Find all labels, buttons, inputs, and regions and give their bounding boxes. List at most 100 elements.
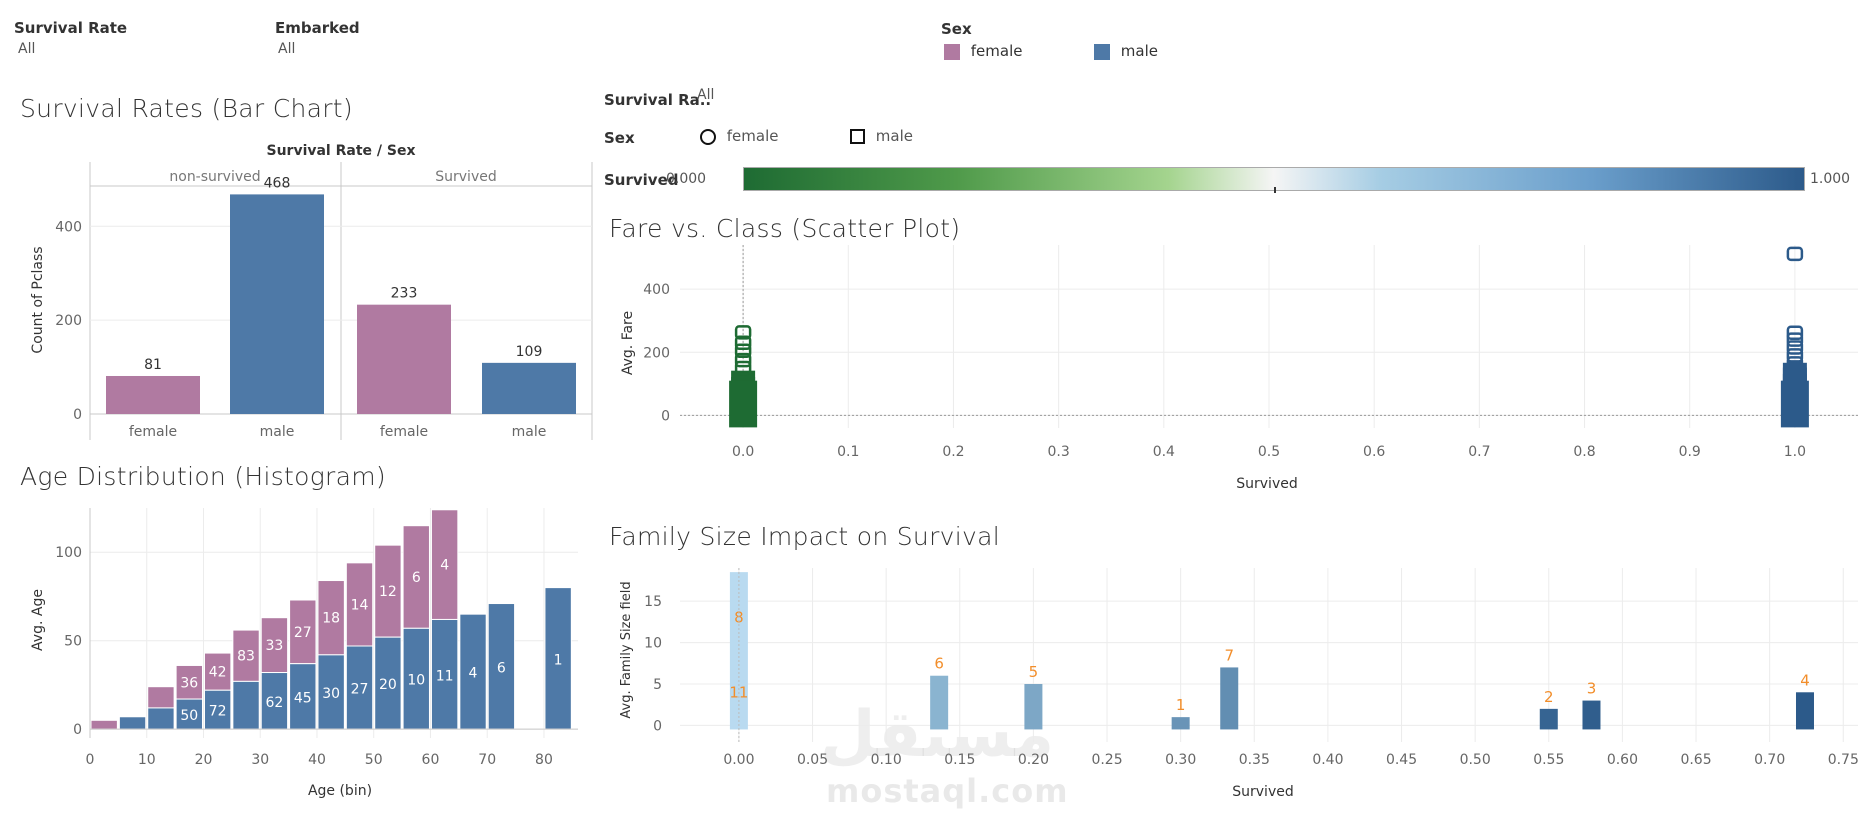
scatter-point: [1786, 340, 1804, 355]
bar-male: [482, 362, 576, 414]
scatter-point: [1786, 356, 1804, 371]
hist-bar-female: [203, 652, 232, 691]
square-shape-icon: [850, 129, 865, 144]
circle-shape-icon: [700, 128, 716, 145]
shape-legend-female[interactable]: female: [700, 127, 779, 145]
family-x-tick-label: 0.05: [797, 752, 828, 768]
scatter-x-tick-label: 0.9: [1679, 444, 1701, 460]
family-x-tick-label: 0.75: [1828, 752, 1859, 768]
survival-rate-shape-value[interactable]: All: [697, 87, 715, 103]
scatter-point: [1786, 348, 1804, 363]
survival-rate-filter-value[interactable]: All: [18, 41, 36, 57]
bar-female: [357, 304, 451, 414]
hist-male-label: 11: [436, 668, 454, 684]
family-x-tick-label: 0.15: [944, 752, 975, 768]
hist-x-axis-label: Age (bin): [308, 783, 372, 799]
scatter-y-tick-label: 200: [643, 345, 670, 361]
shape-legend-male[interactable]: male: [850, 127, 913, 145]
scatter-point: [734, 335, 752, 351]
hist-bar-male: [317, 654, 345, 730]
color-range-min: 0.000: [666, 171, 707, 187]
sex-legend-label: Sex: [941, 20, 972, 38]
hist-female-label: 42: [209, 665, 227, 681]
hist-x-tick-label: 0: [86, 752, 95, 768]
color-range-max: 1.000: [1810, 171, 1851, 187]
embarked-filter-label: Embarked: [275, 19, 360, 37]
legend-male-label: male: [1120, 42, 1158, 60]
bar-panel-label: non-survived: [169, 169, 260, 185]
hist-female-label: 14: [351, 597, 369, 613]
legend-item-male[interactable]: male: [1094, 42, 1158, 60]
family-bar-label: 4: [1800, 671, 1810, 689]
family-y-axis-label: Avg. Family Size field: [619, 581, 634, 718]
survived-color-label: Survived: [604, 171, 679, 189]
hist-female-label: 27: [294, 625, 312, 641]
scatter-x-tick-label: 0.7: [1468, 444, 1490, 460]
hist-bar-male: [544, 587, 572, 730]
bar-y-tick-label: 0: [73, 407, 82, 423]
bar-male: [230, 194, 324, 414]
hist-bar-female: [289, 599, 317, 665]
bar-y-tick-label: 400: [55, 219, 82, 235]
scatter-point: [734, 343, 752, 358]
hist-male-label: 45: [294, 690, 312, 706]
family-x-tick-label: 0.65: [1680, 752, 1711, 768]
family-x-tick-label: 0.45: [1386, 752, 1417, 768]
hist-bar-female: [345, 562, 374, 647]
histogram-title: Age Distribution (Histogram): [20, 462, 386, 491]
legend-female-label: female: [970, 42, 1023, 60]
family-bar-label: 7: [1224, 646, 1234, 664]
hist-x-tick-label: 40: [308, 752, 326, 768]
hist-bar-male: [345, 645, 374, 730]
family-x-tick-label: 0.20: [1018, 752, 1049, 768]
hist-x-tick-label: 50: [365, 752, 383, 768]
family-bar: [1171, 717, 1190, 730]
survival-rate-filter-label: Survival Rate: [14, 19, 128, 37]
bar-chart-header: Survival Rate / Sex: [266, 143, 415, 159]
bar-value-label: 109: [516, 344, 543, 360]
hist-female-label: 18: [322, 611, 340, 627]
embarked-filter-value[interactable]: All: [278, 41, 296, 57]
hist-male-label: 27: [351, 682, 369, 698]
scatter-x-tick-label: 0.1: [837, 444, 859, 460]
family-x-tick-label: 0.60: [1607, 752, 1638, 768]
hist-bar-male: [118, 716, 147, 730]
hist-bar-male: [232, 680, 260, 730]
scatter-point: [1782, 362, 1807, 383]
hist-male-label: 1: [554, 652, 563, 668]
color-ramp-marker: [1274, 187, 1276, 193]
hist-male-label: 62: [266, 695, 284, 711]
bar-category-label: male: [260, 424, 295, 440]
hist-male-label: 4: [469, 666, 478, 682]
family-x-tick-label: 0.50: [1460, 752, 1491, 768]
family-bar-label: 3: [1587, 680, 1597, 698]
sex-shape-label: Sex: [604, 129, 635, 147]
scatter-y-tick-label: 0: [661, 408, 670, 424]
family-bar-label: 2: [1544, 688, 1554, 706]
scatter-x-axis-label: Survived: [1236, 476, 1297, 492]
watermark-latin: mostaql.com: [826, 772, 1069, 810]
family-x-tick-label: 0.30: [1165, 752, 1196, 768]
scatter-point: [734, 352, 752, 368]
hist-x-tick-label: 10: [138, 752, 156, 768]
hist-female-label: 36: [180, 675, 198, 691]
scatter-point: [734, 325, 752, 340]
family-bar-label: 5: [1029, 663, 1039, 681]
hist-bar-female: [317, 580, 345, 656]
hist-male-label: 20: [379, 677, 397, 693]
hist-female-label: 12: [379, 584, 397, 600]
hist-bar-female: [175, 664, 203, 700]
scatter-x-tick-label: 0.0: [732, 444, 754, 460]
family-y-tick-label: 15: [644, 594, 662, 610]
hist-x-tick-label: 80: [535, 752, 553, 768]
hist-bar-male: [175, 698, 203, 730]
hist-bar-female: [90, 719, 118, 730]
shape-female-label: female: [726, 127, 779, 145]
legend-item-female[interactable]: female: [944, 42, 1023, 60]
hist-male-label: 72: [209, 704, 227, 720]
family-bar: [729, 572, 748, 730]
family-bar: [1024, 684, 1043, 730]
shape-male-label: male: [875, 127, 913, 145]
bar-female: [106, 375, 200, 414]
